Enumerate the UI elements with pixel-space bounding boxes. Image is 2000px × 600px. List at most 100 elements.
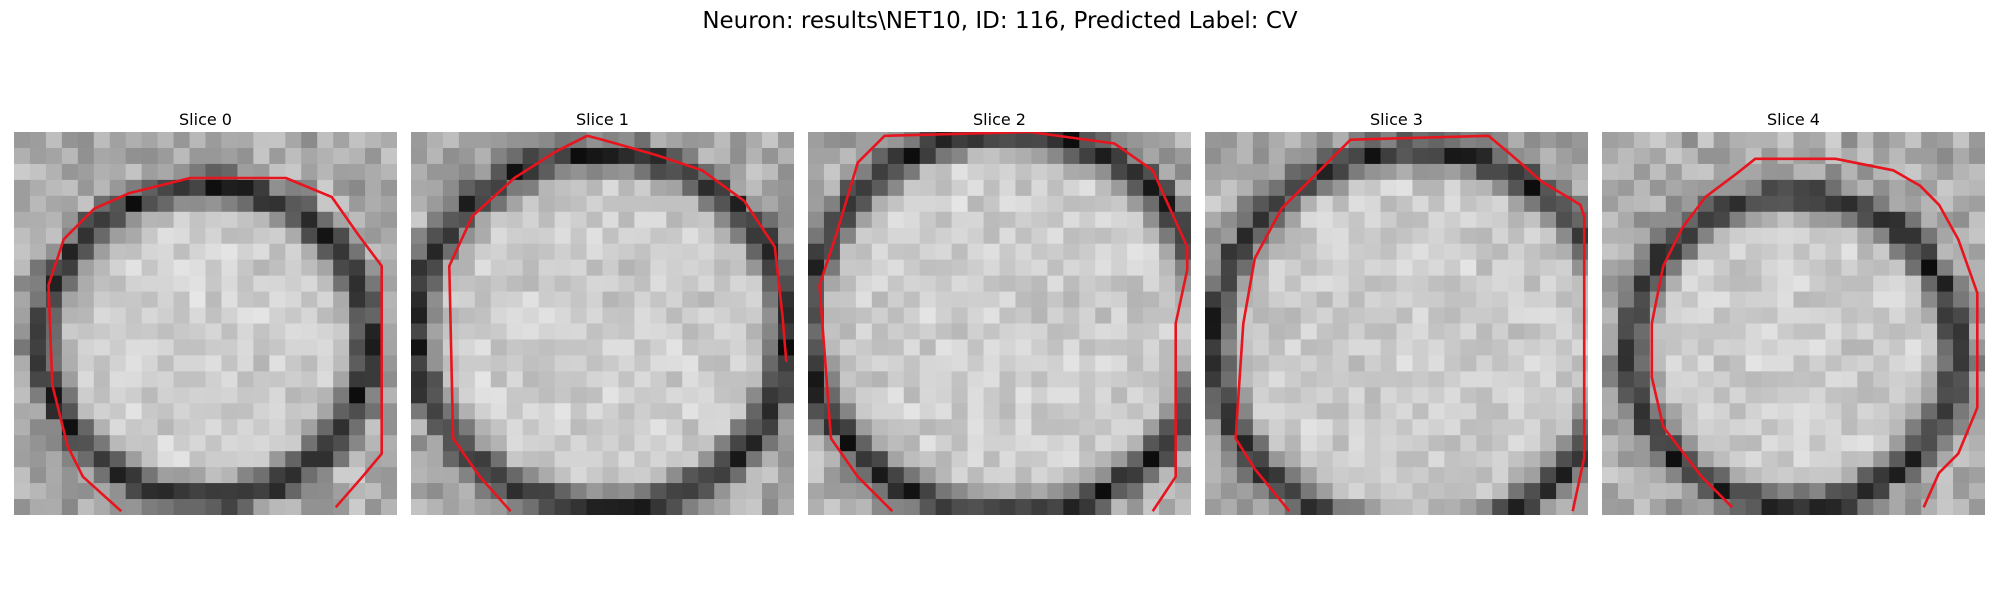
pixel-cell bbox=[45, 147, 63, 165]
pixel-cell bbox=[1665, 147, 1683, 165]
pixel-cell bbox=[887, 323, 905, 341]
pixel-cell bbox=[1252, 371, 1270, 388]
pixel-cell bbox=[1316, 499, 1334, 515]
pixel-cell bbox=[778, 132, 794, 149]
pixel-cell bbox=[1236, 467, 1254, 484]
pixel-cell bbox=[1396, 467, 1414, 484]
pixel-cell bbox=[1444, 467, 1461, 484]
pixel-cell bbox=[474, 435, 492, 452]
pixel-cell bbox=[570, 275, 588, 293]
pixel-cell bbox=[666, 291, 683, 309]
pixel-cell bbox=[538, 243, 556, 261]
pixel-cell bbox=[93, 499, 111, 515]
pixel-cell bbox=[490, 243, 508, 261]
pixel-cell bbox=[1937, 323, 1954, 341]
pixel-cell bbox=[1095, 371, 1112, 388]
pixel-cell bbox=[411, 339, 428, 357]
pixel-cell bbox=[650, 211, 667, 229]
pixel-cell bbox=[554, 403, 572, 420]
pixel-cell bbox=[538, 419, 556, 436]
pixel-cell bbox=[365, 307, 382, 325]
pixel-cell bbox=[778, 227, 794, 245]
pixel-cell bbox=[1492, 307, 1509, 325]
pixel-cell bbox=[157, 275, 175, 293]
pixel-cell bbox=[682, 323, 699, 341]
pixel-cell bbox=[1617, 339, 1635, 357]
pixel-cell bbox=[522, 243, 540, 261]
pixel-cell bbox=[1602, 499, 1619, 515]
pixel-cell bbox=[714, 435, 731, 452]
pixel-cell bbox=[666, 163, 683, 181]
pixel-cell bbox=[173, 371, 191, 388]
pixel-cell bbox=[1236, 132, 1254, 149]
pixel-cell bbox=[746, 483, 763, 500]
pixel-cell bbox=[714, 211, 731, 229]
pixel-cell bbox=[1348, 163, 1366, 181]
pixel-cell bbox=[490, 307, 508, 325]
pixel-cell bbox=[474, 259, 492, 277]
pixel-cell bbox=[1143, 371, 1160, 388]
pixel-cell bbox=[1873, 179, 1890, 197]
pixel-cell bbox=[1953, 355, 1970, 372]
pixel-cell bbox=[1300, 195, 1318, 213]
pixel-cell bbox=[746, 179, 763, 197]
pixel-cell bbox=[14, 435, 31, 452]
pixel-cell bbox=[1220, 339, 1238, 357]
pixel-cell bbox=[1508, 163, 1525, 181]
pixel-cell bbox=[77, 195, 95, 213]
pixel-cell bbox=[474, 419, 492, 436]
pixel-cell bbox=[1540, 163, 1557, 181]
pixel-cell bbox=[490, 227, 508, 245]
pixel-cell bbox=[1825, 211, 1842, 229]
pixel-cell bbox=[269, 419, 286, 436]
pixel-cell bbox=[1729, 243, 1747, 261]
pixel-cell bbox=[1524, 259, 1541, 277]
pixel-cell bbox=[285, 227, 302, 245]
pixel-cell bbox=[1889, 211, 1906, 229]
pixel-cell bbox=[1793, 132, 1811, 149]
pixel-cell bbox=[1476, 132, 1493, 149]
pixel-cell bbox=[1364, 483, 1382, 500]
pixel-cell bbox=[698, 419, 715, 436]
pixel-cell bbox=[1316, 195, 1334, 213]
pixel-cell bbox=[1905, 195, 1922, 213]
pixel-cell bbox=[698, 179, 715, 197]
pixel-cell bbox=[29, 419, 47, 436]
pixel-cell bbox=[1921, 259, 1938, 277]
pixel-cell bbox=[730, 163, 747, 181]
pixel-cell bbox=[1953, 451, 1970, 468]
pixel-cell bbox=[93, 211, 111, 229]
pixel-cell bbox=[205, 419, 223, 436]
pixel-cell bbox=[1460, 163, 1477, 181]
pixel-cell bbox=[1508, 419, 1525, 436]
pixel-cell bbox=[1047, 451, 1064, 468]
pixel-cell bbox=[173, 307, 191, 325]
pixel-cell bbox=[538, 435, 556, 452]
pixel-cell bbox=[1079, 147, 1096, 165]
pixel-cell bbox=[855, 291, 873, 309]
pixel-cell bbox=[1777, 403, 1795, 420]
pixel-cell bbox=[570, 323, 588, 341]
pixel-cell bbox=[411, 355, 428, 372]
pixel-cell bbox=[1127, 339, 1144, 357]
pixel-cell bbox=[650, 355, 667, 372]
pixel-cell bbox=[1031, 211, 1048, 229]
pixel-cell bbox=[1364, 387, 1382, 404]
pixel-cell bbox=[1127, 132, 1144, 149]
pixel-cell bbox=[1953, 483, 1970, 500]
pixel-cell bbox=[14, 323, 31, 341]
pixel-cell bbox=[951, 195, 969, 213]
pixel-cell bbox=[93, 483, 111, 500]
pixel-cell bbox=[1873, 371, 1890, 388]
pixel-cell bbox=[173, 211, 191, 229]
pixel-cell bbox=[808, 179, 825, 197]
pixel-cell bbox=[634, 275, 651, 293]
pixel-cell bbox=[237, 243, 254, 261]
pixel-cell bbox=[871, 291, 889, 309]
pixel-cell bbox=[903, 403, 921, 420]
pixel-cell bbox=[1713, 451, 1731, 468]
pixel-cell bbox=[951, 179, 969, 197]
pixel-cell bbox=[522, 403, 540, 420]
pixel-cell bbox=[919, 467, 937, 484]
pixel-cell bbox=[1761, 147, 1779, 165]
